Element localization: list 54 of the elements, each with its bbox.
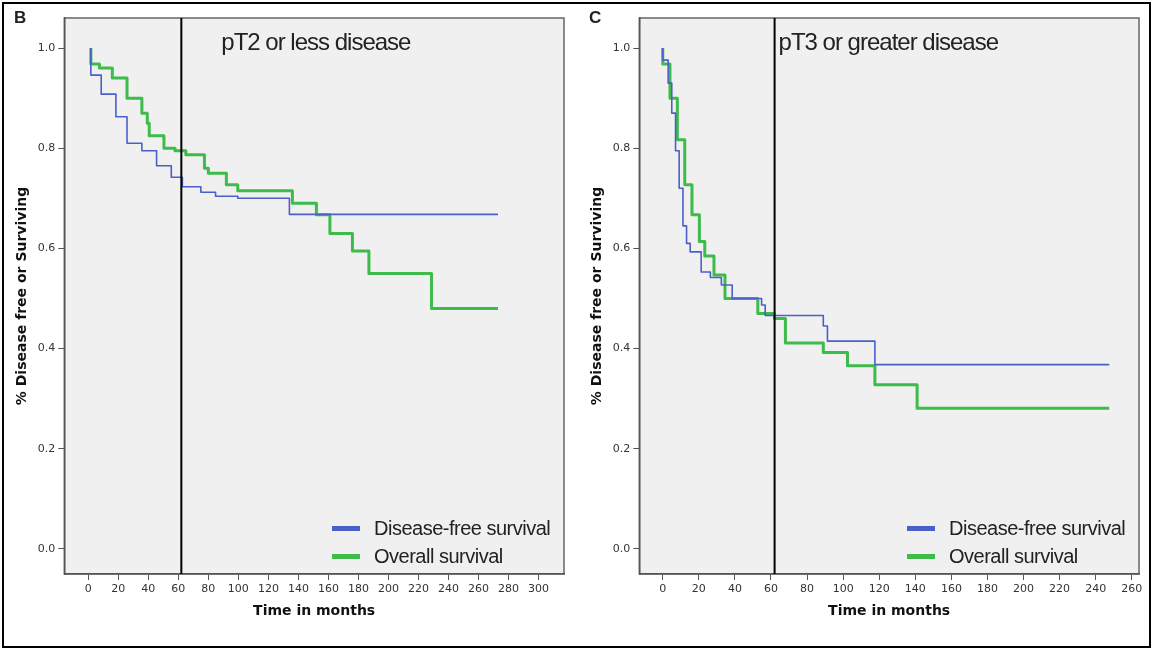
x-tick-label: 240: [437, 582, 459, 596]
x-tick-label: 20: [691, 582, 706, 596]
y-tick-label: 0.8: [37, 141, 56, 155]
y-tick-label: 0.0: [37, 541, 56, 555]
x-tick-label: 120: [868, 582, 890, 596]
legend-label: Disease-free survival: [949, 516, 1126, 540]
y-tick-label: 1.0: [37, 40, 56, 54]
legend-label: Disease-free survival: [374, 516, 551, 540]
y-tick-label: 0.4: [612, 341, 631, 355]
x-tick-label: 60: [763, 582, 778, 596]
x-tick-label: 180: [976, 582, 998, 596]
x-tick-label: 180: [347, 582, 369, 596]
x-tick-label: 0: [84, 582, 92, 596]
y-tick-label: 0.0: [612, 541, 631, 555]
chart-title: pT2 or less disease: [221, 28, 411, 56]
x-tick-label: 100: [832, 582, 854, 596]
x-tick-label: 0: [659, 582, 667, 596]
y-tick-label: 0.2: [612, 441, 631, 455]
x-tick-label: 20: [111, 582, 126, 596]
x-tick-label: 160: [317, 582, 339, 596]
x-tick-label: 120: [257, 582, 279, 596]
x-tick-label: 260: [467, 582, 489, 596]
chart-title: pT3 or greater disease: [778, 28, 999, 56]
y-tick-label: 0.6: [612, 241, 631, 255]
x-tick-label: 160: [940, 582, 962, 596]
x-tick-label: 220: [407, 582, 429, 596]
x-tick-label: 200: [1013, 582, 1035, 596]
y-tick-label: 0.4: [37, 341, 56, 355]
x-axis-title: Time in months: [828, 602, 951, 619]
y-tick-label: 0.6: [37, 241, 56, 255]
y-axis-title: % Disease free or Surviving: [588, 186, 605, 406]
x-tick-label: 300: [527, 582, 549, 596]
y-tick-label: 0.8: [612, 141, 631, 155]
x-axis-title: Time in months: [253, 602, 376, 619]
x-tick-label: 140: [287, 582, 309, 596]
y-tick-label: 1.0: [612, 40, 631, 54]
x-tick-label: 40: [141, 582, 156, 596]
text: B: [14, 8, 27, 28]
y-axis-title: % Disease free or Surviving: [13, 186, 30, 406]
x-tick-label: 80: [800, 582, 815, 596]
x-tick-label: 240: [1085, 582, 1107, 596]
x-tick-label: 40: [727, 582, 742, 596]
text: C: [589, 8, 602, 28]
x-tick-label: 140: [904, 582, 926, 596]
x-tick-label: 100: [227, 582, 249, 596]
legend-label: Overall survival: [374, 544, 503, 568]
x-tick-label: 200: [377, 582, 399, 596]
y-tick-label: 0.2: [37, 441, 56, 455]
x-tick-label: 280: [497, 582, 519, 596]
x-tick-label: 220: [1049, 582, 1071, 596]
x-tick-label: 260: [1121, 582, 1143, 596]
x-tick-label: 80: [201, 582, 216, 596]
legend-label: Overall survival: [949, 544, 1078, 568]
x-tick-label: 60: [171, 582, 186, 596]
